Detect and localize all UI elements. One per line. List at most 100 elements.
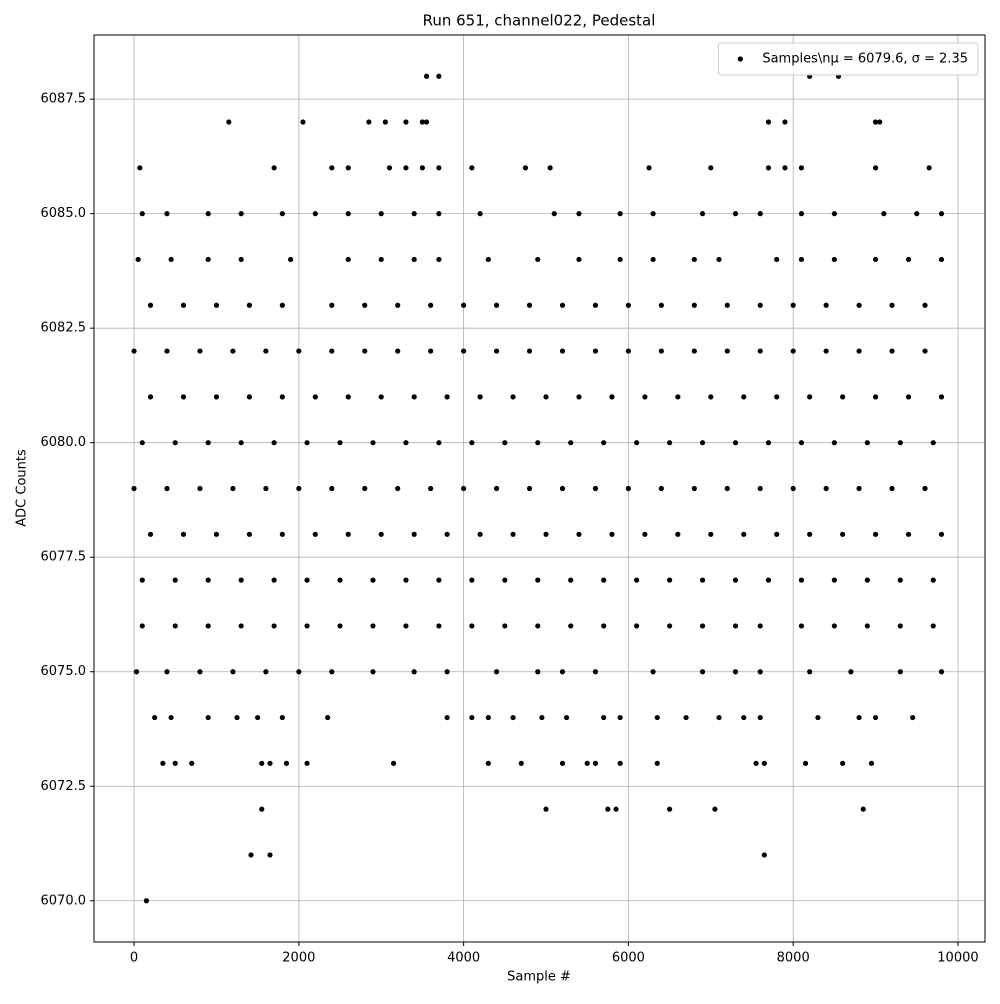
point <box>815 714 821 721</box>
point <box>271 577 277 583</box>
point <box>765 165 772 171</box>
point <box>226 119 232 125</box>
point <box>205 256 211 263</box>
point <box>362 485 368 492</box>
point <box>617 714 623 721</box>
y-tick-label: 6075.0 <box>41 664 87 679</box>
point <box>856 348 862 354</box>
point <box>576 211 582 217</box>
point <box>782 119 788 125</box>
point <box>699 440 706 446</box>
point <box>304 760 310 766</box>
point <box>699 669 706 675</box>
legend-marker <box>737 56 743 62</box>
point <box>485 760 491 766</box>
point <box>930 440 936 446</box>
point <box>246 302 252 308</box>
point <box>382 119 388 125</box>
point <box>568 623 574 629</box>
point <box>675 531 681 537</box>
point <box>840 531 846 537</box>
y-tick-label: 6082.5 <box>41 321 87 336</box>
point <box>617 211 623 217</box>
point <box>143 898 150 904</box>
point <box>197 669 203 675</box>
point <box>337 577 343 583</box>
point <box>807 669 813 675</box>
point <box>428 302 434 308</box>
point <box>559 348 566 354</box>
point <box>139 211 145 217</box>
point <box>147 302 154 308</box>
point <box>230 485 236 492</box>
point <box>658 302 664 308</box>
point <box>864 440 870 446</box>
point <box>180 531 187 537</box>
point <box>666 440 673 446</box>
point <box>807 531 813 537</box>
point <box>461 302 467 308</box>
point <box>337 623 343 629</box>
point <box>345 531 351 537</box>
point <box>502 577 508 583</box>
point <box>613 806 619 812</box>
point <box>864 623 870 629</box>
point <box>469 165 475 171</box>
point <box>691 302 697 308</box>
point <box>860 806 866 812</box>
point <box>189 760 195 766</box>
point <box>889 348 895 354</box>
point <box>135 256 141 263</box>
point <box>535 669 541 675</box>
point <box>312 394 318 400</box>
point <box>502 440 508 446</box>
point <box>510 394 516 400</box>
point <box>872 714 879 721</box>
point <box>757 348 763 354</box>
point <box>345 256 351 263</box>
point <box>403 623 409 629</box>
point <box>510 714 516 721</box>
point <box>370 669 376 675</box>
point <box>164 485 170 492</box>
point <box>576 531 582 537</box>
point <box>423 73 430 79</box>
point <box>436 211 442 217</box>
point <box>395 302 401 308</box>
point <box>646 165 652 171</box>
point <box>831 211 837 217</box>
point <box>436 577 442 583</box>
point <box>329 302 335 308</box>
point <box>213 302 220 308</box>
point <box>370 440 376 446</box>
point <box>444 394 450 400</box>
legend-label: Samples\nμ = 6079.6, σ = 2.35 <box>762 52 968 67</box>
point <box>205 440 211 446</box>
point <box>271 440 277 446</box>
point <box>774 256 780 263</box>
point <box>238 256 244 263</box>
point <box>477 211 483 217</box>
point <box>576 256 582 263</box>
point <box>757 669 763 675</box>
point <box>592 485 599 492</box>
point <box>246 394 252 400</box>
point <box>469 440 475 446</box>
point <box>798 211 805 217</box>
point <box>267 852 273 858</box>
point <box>444 531 450 537</box>
point <box>234 714 240 721</box>
point <box>461 485 467 492</box>
series-points <box>131 73 945 904</box>
point <box>872 119 879 125</box>
point <box>831 577 837 583</box>
point <box>423 119 430 125</box>
point <box>477 394 483 400</box>
point <box>287 256 294 263</box>
point <box>765 577 772 583</box>
point <box>403 577 409 583</box>
point <box>831 623 837 629</box>
point <box>774 394 780 400</box>
point <box>213 394 220 400</box>
point <box>147 531 154 537</box>
